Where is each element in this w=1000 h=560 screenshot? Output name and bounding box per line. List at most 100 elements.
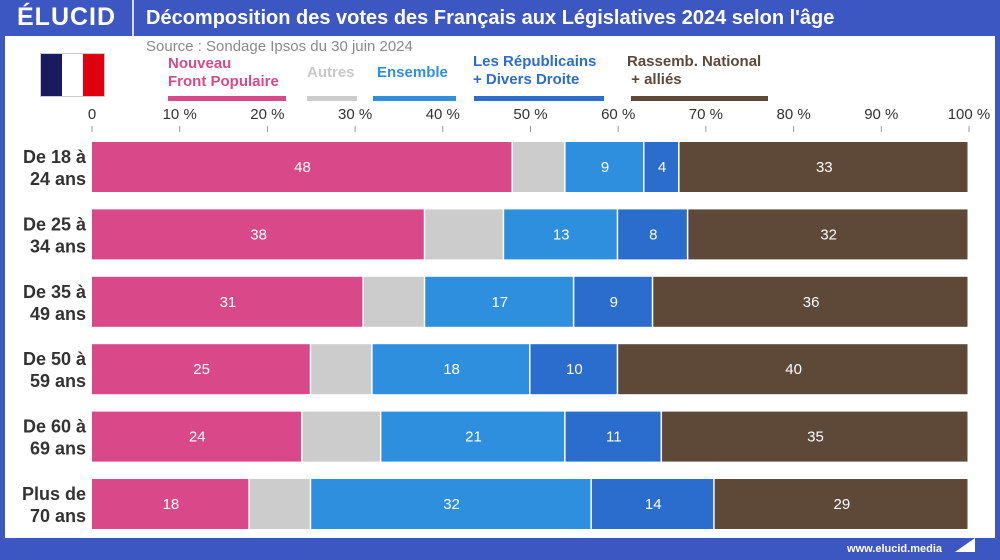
data-label: 21 [465,429,482,446]
data-label: 9 [610,294,618,311]
legend-label: Autres [307,64,355,82]
legend-swatch [474,96,604,101]
legend-label-line: Les Républicains [473,53,597,70]
x-tick-label: 100 % [948,106,991,123]
category-label: 34 ans [30,236,86,256]
legend-label-line: Ensemble [377,64,448,81]
bar-segment [381,411,565,462]
data-label: 13 [553,226,570,243]
category-label: De 18 à [23,147,87,167]
data-label: 40 [785,361,802,378]
category-label: 24 ans [30,169,86,189]
data-label: 36 [803,294,820,311]
bar-segment [311,479,591,529]
legend-label: Nouveau Front Populaire [168,55,279,91]
category-label: De 35 à [23,282,87,302]
bar-segment [92,142,512,192]
data-label: 17 [491,294,508,311]
bar-segment [425,276,573,327]
bar-segment [644,142,679,192]
category-label: De 50 à [23,349,87,369]
x-tick-label: 20 % [250,106,284,123]
data-label: 25 [193,361,210,378]
x-tick-label: 40 % [426,106,460,123]
x-tick-label: 0 [88,106,96,123]
legend-label-line: Nouveau [168,55,232,72]
bar-segment [574,276,652,327]
legend-label-line: Autres [307,64,355,81]
data-label: 32 [820,226,837,243]
header-separator [132,0,134,36]
data-label: 48 [294,159,311,176]
legend-label-line: + alliés [627,71,682,88]
bar-segment [425,209,503,260]
x-tick-label: 10 % [163,106,197,123]
data-label: 24 [189,429,206,446]
category-label: 69 ans [30,439,86,459]
legend-label: Rassemb. National + alliés [627,53,761,89]
bar-segment [92,479,249,529]
footer-url: www.elucid.media [847,543,942,555]
bar-segment [92,209,424,260]
legend-label-line: + Divers Droite [473,71,580,88]
data-label: 38 [250,226,267,243]
bar-segment [618,209,687,260]
bar-segment [249,479,310,529]
data-label: 14 [645,496,662,513]
data-label: 8 [649,226,657,243]
data-label: 9 [601,159,609,176]
data-label: 11 [606,429,622,446]
x-tick-label: 50 % [513,106,547,123]
legend-swatch [307,96,357,101]
bar-segment [302,411,380,462]
legend-label: Les Républicains + Divers Droite [473,53,596,89]
bar-segment [653,276,968,327]
data-label: 10 [566,361,583,378]
category-label: 49 ans [30,304,86,324]
bar-segment [92,344,310,395]
elucid-mark-icon [955,538,975,552]
bar-segment [679,142,968,192]
legend-swatch [168,96,286,101]
data-label: 29 [833,496,850,513]
legend-swatch [373,96,456,101]
bar-segment [92,276,363,327]
data-label: 4 [658,159,666,176]
category-label: 70 ans [30,506,86,526]
x-tick-label: 30 % [338,106,372,123]
legend-swatch [631,96,768,101]
x-tick-label: 60 % [601,106,635,123]
bar-segment [372,344,529,395]
legend-label: Ensemble [377,64,448,82]
bar-segment [363,276,424,327]
data-label: 35 [807,429,824,446]
bar-segment [618,344,968,395]
source-note: Source : Sondage Ipsos du 30 juin 2024 [146,38,413,55]
bar-segment [565,411,661,462]
bar-segment [662,411,968,462]
category-label: De 25 à [23,214,87,234]
bar-segment [688,209,968,260]
x-tick-label: 80 % [776,106,810,123]
data-label: 33 [816,159,833,176]
french-flag-icon [40,53,105,97]
x-tick-label: 90 % [864,106,898,123]
x-tick-label: 70 % [689,106,723,123]
data-label: 32 [443,496,460,513]
legend-label-line: Rassemb. National [627,53,762,70]
data-label: 18 [163,496,180,513]
bar-segment [565,142,644,192]
category-label: Plus de [22,484,86,504]
bar-segment [530,344,617,395]
bar-segment [714,479,968,529]
header: ÉLUCID Décomposition des votes des Franç… [0,0,1000,36]
category-label: De 60 à [23,417,87,437]
bar-segment [591,479,714,529]
bar-segment [311,344,372,395]
elucid-logo: ÉLUCID [17,3,117,31]
legend-label-line: Front Populaire [168,73,279,90]
bar-segment [92,411,301,462]
bar-segment [504,209,617,260]
chart-title: Décomposition des votes des Français aux… [146,7,835,29]
